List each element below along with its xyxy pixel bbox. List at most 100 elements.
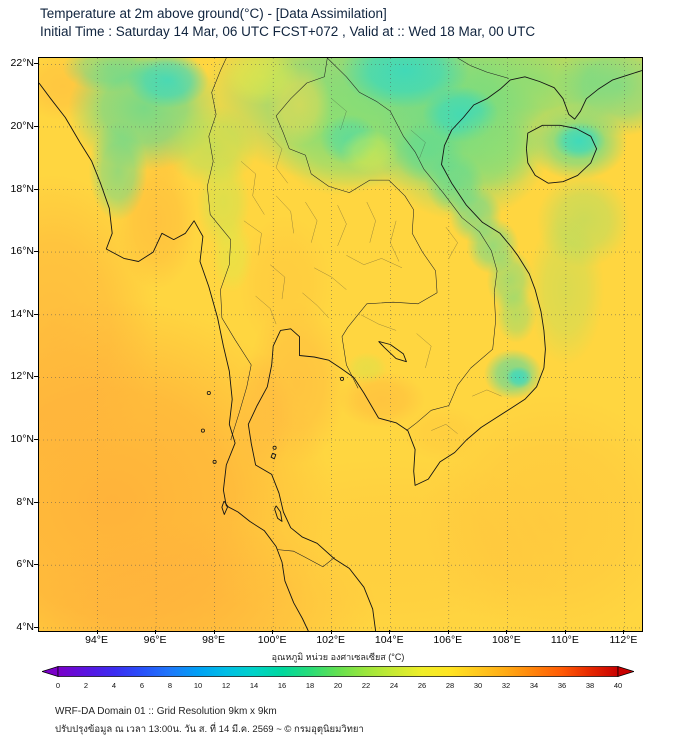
y-axis-tick-mark (34, 63, 38, 65)
map-subtitle: Initial Time : Saturday 14 Mar, 06 UTC F… (40, 24, 536, 39)
country-border (341, 292, 438, 389)
colorbar-tick-label: 0 (55, 681, 61, 690)
province-boundary (337, 205, 347, 246)
province-boundary (270, 264, 286, 300)
map-overlay (39, 58, 642, 631)
x-axis-tick-mark (447, 630, 449, 634)
country-border (275, 115, 438, 293)
colorbar-tick-label: 32 (501, 681, 511, 690)
province-boundary (346, 255, 403, 268)
y-axis-tick-label: 6°N (16, 558, 34, 571)
island (272, 445, 277, 450)
y-axis-tick-mark (34, 313, 38, 315)
colorbar-tick-label: 8 (167, 681, 173, 690)
province-boundary (390, 220, 400, 262)
coastline (39, 82, 309, 631)
country-border (207, 58, 252, 441)
province-boundary (366, 201, 376, 243)
x-axis-tick-label: 110°E (550, 634, 579, 646)
y-axis-tick-label: 4°N (16, 620, 34, 633)
y-axis-tick-mark (34, 125, 38, 127)
island (206, 390, 211, 395)
colorbar-right-arrow (617, 666, 634, 677)
coastline (270, 452, 277, 460)
y-axis-tick-label: 8°N (16, 495, 34, 508)
x-axis-tick-mark (272, 630, 274, 634)
colorbar-tick-label: 24 (389, 681, 399, 690)
y-axis-tick-mark (34, 439, 38, 440)
y-axis-tick-label: 18°N (10, 182, 34, 195)
colorbar-title: อุณหภูมิ หน่วย องศาเซลเซียส (°C) (271, 652, 405, 662)
y-axis-tick-mark (34, 501, 38, 503)
colorbar-gradient (57, 666, 619, 677)
y-axis-tick-mark (34, 251, 38, 253)
y-axis-tick-label: 22°N (10, 57, 34, 70)
coastline (274, 505, 283, 522)
province-boundary (305, 201, 318, 243)
colorbar (42, 666, 634, 677)
province-boundary (275, 195, 294, 234)
country-border (277, 549, 335, 568)
province-boundary (410, 129, 426, 159)
y-axis-tick-mark (34, 376, 38, 378)
x-axis-tick-label: 106°E (433, 634, 463, 646)
colorbar-tick-label: 22 (361, 681, 371, 690)
x-axis-tick-label: 100°E (257, 634, 287, 646)
y-axis-tick-mark (34, 626, 38, 628)
colorbar-tick-label: 30 (473, 681, 483, 690)
temperature-field-canvas (39, 58, 642, 631)
province-boundary (431, 424, 458, 434)
x-axis-tick-mark (564, 630, 566, 634)
y-axis-tick-mark (34, 564, 38, 566)
country-border (406, 292, 496, 431)
colorbar-tick-label: 26 (417, 681, 427, 690)
colorbar-tick-label: 36 (557, 681, 567, 690)
colorbar-tick-label: 4 (111, 681, 117, 690)
x-axis-tick-label: 98°E (202, 634, 226, 646)
colorbar-left-arrow (42, 666, 59, 677)
y-axis-tick-label: 12°N (10, 370, 34, 383)
x-axis-tick-label: 108°E (491, 634, 521, 646)
x-axis-tick-mark (506, 630, 508, 634)
colorbar-tick-label: 16 (277, 681, 287, 690)
country-border (457, 58, 509, 79)
x-axis-tick-mark (96, 630, 98, 634)
y-axis-tick-label: 10°N (10, 433, 34, 445)
province-boundary (240, 161, 265, 215)
colorbar-tick-label: 28 (445, 681, 455, 690)
island (200, 428, 205, 433)
colorbar-tick-label: 12 (221, 681, 231, 690)
footer-update-info: ปรับปรุงข้อมูล ณ เวลา 13:00น. วัน ส. ที่… (55, 724, 364, 735)
y-axis-tick-mark (34, 188, 38, 190)
province-boundary (416, 333, 432, 369)
province-boundary (243, 220, 262, 256)
colorbar-tick-label: 34 (529, 681, 539, 690)
province-boundary (302, 292, 329, 319)
coastline (247, 70, 642, 631)
colorbar-tick-label: 20 (333, 681, 343, 690)
province-boundary (255, 295, 277, 325)
colorbar-tick-label: 10 (193, 681, 203, 690)
province-boundary (445, 226, 458, 259)
province-boundary (472, 389, 502, 397)
province-boundary (314, 267, 347, 290)
y-axis-tick-label: 16°N (10, 245, 34, 258)
province-boundary (267, 132, 288, 184)
x-axis-tick-label: 102°E (316, 634, 346, 646)
province-boundary (331, 98, 347, 131)
y-axis-tick-label: 14°N (10, 307, 34, 320)
colorbar-tick-label: 2 (83, 681, 89, 690)
y-axis-tick-label: 20°N (10, 119, 34, 132)
x-axis-tick-mark (330, 630, 332, 634)
coastline (525, 124, 598, 184)
x-axis-tick-mark (623, 630, 625, 634)
country-border (327, 58, 498, 293)
map-title: Temperature at 2m above ground(°C) - [Da… (40, 6, 387, 21)
colorbar-tick-label: 6 (139, 681, 145, 690)
island (339, 376, 344, 381)
coastline (221, 500, 229, 515)
map-plot-area (38, 57, 643, 632)
colorbar-tick-label: 40 (613, 681, 623, 690)
island (212, 459, 217, 464)
